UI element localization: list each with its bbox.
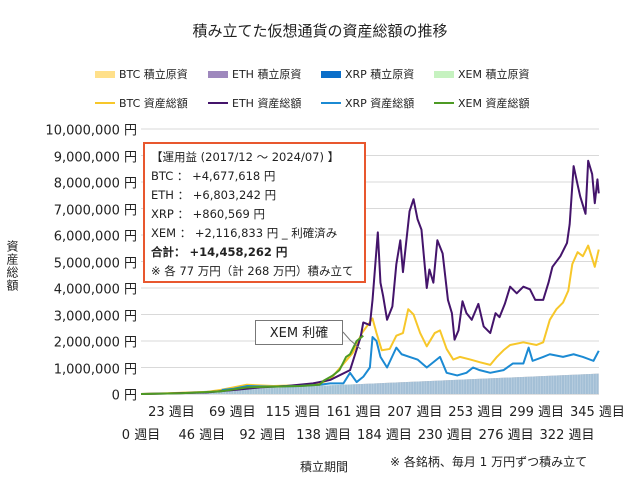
y-tick-label: 0 円 xyxy=(111,388,137,404)
y-tick-label: 3,000,000 円 xyxy=(53,309,137,324)
legend-swatch xyxy=(95,70,115,78)
legend-item: BTC 積立原資 xyxy=(95,66,208,82)
x-tick-label: 46 週目 xyxy=(178,428,226,443)
legend-item: ETH 積立原資 xyxy=(208,66,321,82)
y-tick-label: 9,000,000 円 xyxy=(53,150,137,165)
legend-swatch xyxy=(434,70,454,78)
summary-heading: 【運用益 (2017/12 ～ 2024/07) 】 xyxy=(151,150,340,164)
chart-title: 積み立てた仮想通貨の資産総額の推移 xyxy=(192,22,448,40)
series-line-xem xyxy=(140,334,364,395)
x-tick-label: 161 週目 xyxy=(326,405,382,420)
x-axis-title: 積立期間 xyxy=(300,460,349,474)
x-tick-label: 345 週目 xyxy=(569,405,625,420)
legend-label: BTC 積立原資 xyxy=(119,68,188,81)
x-tick-label: 322 週目 xyxy=(539,428,595,443)
y-tick-label: 1,000,000 円 xyxy=(53,362,137,377)
legend-item: BTC 資産総額 xyxy=(95,95,208,111)
y-tick-label: 10,000,000 円 xyxy=(45,123,137,139)
callout-leader-line xyxy=(342,331,361,350)
x-tick-label: 207 週目 xyxy=(387,405,443,420)
y-tick-label: 5,000,000 円 xyxy=(53,256,137,271)
y-tick-label: 7,000,000 円 xyxy=(53,203,137,218)
legend-label: XEM 資産総額 xyxy=(458,97,530,110)
profit-summary-box: 【運用益 (2017/12 ～ 2024/07) 】 BTC ： +4,677,… xyxy=(143,142,366,283)
legend-total: BTC 資産総額 ETH 資産総額 XRP 資産総額 XEM 資産総額 xyxy=(95,95,547,111)
summary-btc: BTC ： +4,677,618 円 xyxy=(151,169,276,183)
legend-label: XEM 積立原資 xyxy=(458,68,530,81)
summary-footnote: ※ 各 77 万円（計 268 万円）積み立て xyxy=(151,264,354,278)
legend-item: ETH 資産総額 xyxy=(208,95,321,111)
xem-sell-callout: XEM 利確 xyxy=(255,320,343,345)
x-tick-label: 276 週目 xyxy=(478,428,534,443)
x-tick-label: 299 週目 xyxy=(509,405,565,420)
series-line-eth xyxy=(140,159,600,395)
legend-swatch xyxy=(434,102,454,104)
legend-label: XRP 資産総額 xyxy=(345,97,415,110)
y-axis-title: 資産総額 xyxy=(5,240,19,292)
y-tick-label: 6,000,000 円 xyxy=(53,229,137,245)
legend-label: ETH 積立原資 xyxy=(232,68,302,81)
legend-principal: BTC 積立原資 ETH 積立原資 XRP 積立原資 XEM 積立原資 xyxy=(95,66,547,82)
summary-xem: XEM ： +2,116,833 円 _ 利確済み xyxy=(151,226,338,240)
summary-xrp: XRP ： +860,569 円 xyxy=(151,207,265,221)
legend-label: BTC 資産総額 xyxy=(119,97,188,110)
x-tick-label: 253 週目 xyxy=(448,405,504,420)
legend-swatch xyxy=(95,102,115,104)
x-tick-label: 138 週目 xyxy=(296,428,352,443)
legend-item: XEM 積立原資 xyxy=(434,66,547,82)
legend-item: XRP 資産総額 xyxy=(321,95,434,111)
footnote: ※ 各銘柄、毎月 1 万円ずつ積み立て xyxy=(390,455,588,469)
x-tick-label: 23 週目 xyxy=(148,405,195,420)
legend-label: XRP 積立原資 xyxy=(345,68,415,81)
x-tick-label: 92 週目 xyxy=(239,428,287,443)
y-tick-label: 2,000,000 円 xyxy=(53,335,137,351)
legend-swatch xyxy=(321,102,341,104)
x-tick-label: 230 週目 xyxy=(417,428,473,443)
legend-swatch xyxy=(208,102,228,104)
legend-swatch xyxy=(208,70,228,78)
legend-item: XEM 資産総額 xyxy=(434,95,547,111)
x-tick-label: 69 週目 xyxy=(208,405,256,420)
principal-area-xrp xyxy=(141,373,599,394)
y-tick-label: 8,000,000 円 xyxy=(53,176,137,192)
summary-total: 合計： +14,458,262 円 xyxy=(151,245,288,259)
x-tick-label: 0 週目 xyxy=(121,428,161,443)
x-tick-label: 115 週目 xyxy=(265,405,321,420)
legend-swatch xyxy=(321,70,341,78)
x-tick-label: 184 週目 xyxy=(356,428,412,443)
series-line-xrp xyxy=(221,336,600,392)
summary-eth: ETH ： +6,803,242 円 xyxy=(151,188,277,202)
y-tick-label: 4,000,000 円 xyxy=(53,282,137,298)
legend-label: ETH 資産総額 xyxy=(232,97,302,110)
legend-item: XRP 積立原資 xyxy=(321,66,434,82)
